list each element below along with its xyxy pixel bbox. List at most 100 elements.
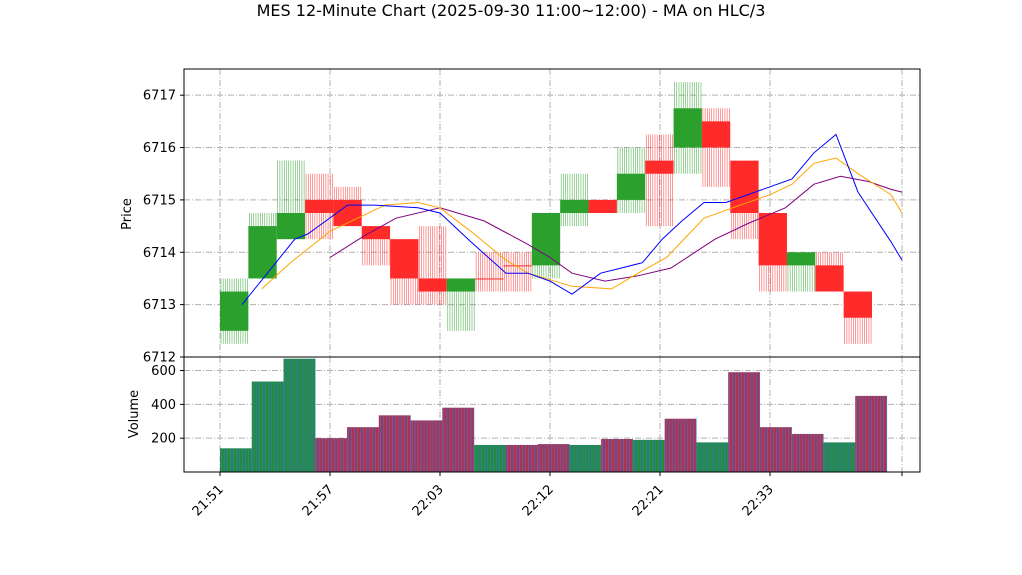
volume-bar xyxy=(569,444,602,472)
volume-bar xyxy=(505,444,538,472)
candle xyxy=(248,213,277,279)
volume-bar-fill xyxy=(347,427,379,472)
volume-panel: 200 400 600 Volume xyxy=(127,356,921,473)
x-tick-label: 22:21 xyxy=(630,482,667,519)
ma-fast-line xyxy=(241,133,903,305)
volume-bar-fill xyxy=(378,415,411,472)
candle xyxy=(220,278,249,344)
candle-body xyxy=(758,213,787,266)
volume-bar-fill xyxy=(410,420,443,472)
volume-bar-fill xyxy=(220,448,252,472)
candle xyxy=(645,134,674,227)
volume-bar xyxy=(220,448,252,472)
x-ticks: 21:51 21:57 22:03 22:12 22:21 22:33 xyxy=(190,472,903,519)
volume-ylabel: Volume xyxy=(127,390,142,438)
candle xyxy=(758,213,787,292)
chart-title: MES 12-Minute Chart (2025-09-30 11:00~12… xyxy=(257,1,766,20)
volume-bar xyxy=(442,407,475,472)
candle xyxy=(446,278,476,331)
volume-bar xyxy=(347,427,379,472)
volume-bar xyxy=(632,439,665,472)
volume-bar xyxy=(791,433,824,472)
volume-bar-fill xyxy=(696,442,729,472)
volume-bar-fill xyxy=(728,372,760,472)
volume-bar-fill xyxy=(315,438,348,472)
volume-bar xyxy=(759,427,792,472)
volume-bar xyxy=(855,395,888,472)
candle-body xyxy=(361,226,391,240)
volume-bar-fill xyxy=(855,395,887,472)
volume-frame xyxy=(183,356,921,473)
volume-bar-fill xyxy=(569,444,602,472)
volume-bar-fill xyxy=(791,433,824,472)
price-ytick-label: 6717 xyxy=(143,89,176,104)
candle-body xyxy=(390,239,419,279)
price-candles xyxy=(220,82,872,344)
price-ytick-label: 6714 xyxy=(143,246,176,261)
candle xyxy=(701,108,731,187)
candle-body xyxy=(560,199,589,213)
volume-bar-fill xyxy=(823,442,856,472)
volume-bar xyxy=(728,372,761,472)
volume-bar xyxy=(410,420,443,472)
candle xyxy=(276,160,306,240)
volume-bar xyxy=(601,439,633,472)
volume-bar-fill xyxy=(759,427,792,472)
volume-bar-fill xyxy=(537,444,570,472)
volume-bar-fill xyxy=(664,418,697,472)
volume-bar xyxy=(474,444,506,472)
x-tick-label: 22:03 xyxy=(410,482,447,519)
volume-bar xyxy=(664,418,697,472)
candle xyxy=(786,252,816,292)
volume-ytick-label: 600 xyxy=(151,364,176,379)
volume-bar xyxy=(251,381,284,472)
candle xyxy=(390,239,419,305)
volume-bar xyxy=(315,438,348,472)
candle-body xyxy=(220,291,249,331)
volume-bar-fill xyxy=(632,439,665,472)
candle-body xyxy=(673,108,702,148)
volume-bar xyxy=(823,442,856,472)
candle-body xyxy=(446,278,476,292)
candle-body xyxy=(616,173,646,200)
candle xyxy=(503,252,532,292)
candle xyxy=(730,160,759,240)
candle-body xyxy=(531,213,561,266)
candle xyxy=(418,226,447,305)
volume-bar-fill xyxy=(601,439,633,472)
candle-body xyxy=(503,265,532,267)
volume-bar xyxy=(537,444,570,472)
x-tick-label: 21:51 xyxy=(190,482,227,519)
candle-body xyxy=(418,278,447,292)
candle-body xyxy=(248,226,277,279)
price-ytick-label: 6713 xyxy=(143,298,176,313)
candle-body xyxy=(276,213,306,240)
x-tick-label: 22:33 xyxy=(740,482,777,519)
candle xyxy=(616,147,646,213)
candle-body xyxy=(588,199,617,213)
volume-bar xyxy=(283,358,316,472)
candle xyxy=(843,291,872,344)
candle xyxy=(815,252,844,292)
price-moving-averages xyxy=(241,133,903,305)
price-ytick-label: 6715 xyxy=(143,193,176,208)
candle xyxy=(560,173,589,227)
candle xyxy=(333,186,362,227)
ma-mid-line xyxy=(261,157,903,290)
price-ylabel: Price xyxy=(120,198,135,230)
volume-bar-fill xyxy=(505,444,538,472)
candle-body xyxy=(305,199,334,213)
volume-bar-fill xyxy=(283,358,316,472)
price-ytick-label: 6716 xyxy=(143,141,176,156)
candle-body xyxy=(786,252,816,266)
candle xyxy=(531,213,561,279)
candle xyxy=(588,199,617,213)
candle xyxy=(361,226,391,266)
volume-bars xyxy=(220,358,888,472)
candle xyxy=(305,173,334,240)
x-tick-label: 21:57 xyxy=(300,482,337,519)
price-panel: 6712 6713 6714 6715 6716 6717 Price xyxy=(120,68,921,366)
candle-body xyxy=(815,265,844,292)
x-tick-label: 22:12 xyxy=(520,482,557,519)
price-y-ticks: 6712 6713 6714 6715 6716 6717 xyxy=(143,89,184,366)
